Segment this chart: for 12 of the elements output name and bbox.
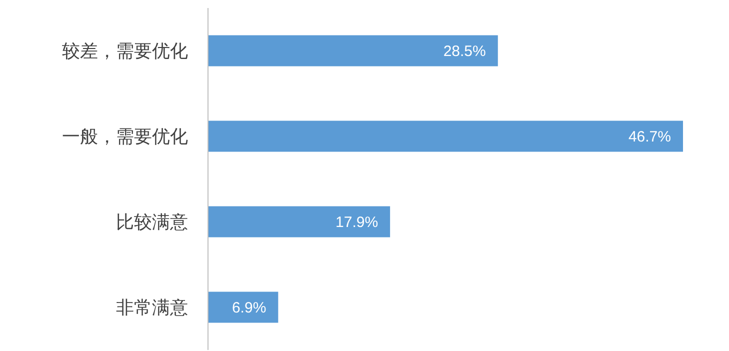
bar (208, 35, 498, 66)
data-label: 28.5% (443, 42, 486, 60)
y-tick-label: 非常满意 (116, 297, 188, 318)
bar (208, 292, 278, 323)
y-tick-label: 较差，需要优化 (62, 40, 188, 61)
data-label: 17.9% (336, 214, 378, 231)
data-label: 6.9% (232, 299, 266, 316)
y-tick-label: 一般，需要优化 (62, 126, 188, 146)
data-label: 46.7% (628, 128, 671, 146)
y-tick-label: 比较满意 (116, 212, 188, 232)
bar (208, 206, 390, 238)
bar (208, 120, 683, 152)
